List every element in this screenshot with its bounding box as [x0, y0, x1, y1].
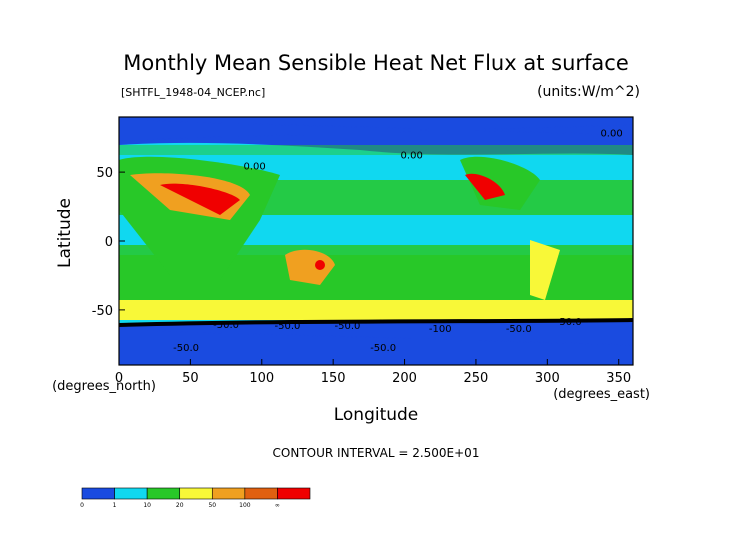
x-tick-label: 350 — [606, 371, 631, 386]
y-tick-label: 0 — [105, 235, 113, 250]
antarctic-coast-line — [119, 318, 633, 327]
contour-label: -50.0 — [275, 321, 301, 332]
contour-label: 0.00 — [244, 161, 266, 172]
continent-north-america — [460, 156, 540, 210]
colorbar-tick-label: 0 — [80, 502, 84, 509]
x-tick-label: 250 — [464, 371, 489, 386]
units-label: (units:W/m^2) — [537, 84, 640, 100]
contour-label: -50.0 — [213, 320, 239, 331]
colorbar-tick-label: 100 — [239, 502, 251, 509]
continent-asia-hot — [160, 183, 240, 215]
colorbar-tick-label: 10 — [143, 502, 151, 509]
x-tick-label: 50 — [182, 371, 199, 386]
contour-interval-label: CONTOUR INTERVAL = 2.500E+01 — [273, 446, 480, 460]
continent-south-america — [530, 240, 560, 300]
field-band-south-green — [119, 255, 633, 300]
x-tick-label: 200 — [392, 371, 417, 386]
colorbar-tick-label: 1 — [113, 502, 117, 509]
contour-label: 0.00 — [401, 150, 423, 161]
field-noise — [119, 119, 633, 346]
continent-north-america-hot — [465, 173, 505, 200]
contour-label: -100 — [429, 324, 452, 335]
colorbar-tick-label: 20 — [176, 502, 184, 509]
colorbar-swatch — [81, 487, 115, 500]
colorbar-tick-label: ∞ — [275, 502, 280, 509]
colorbar-swatch — [277, 487, 311, 500]
y-tick-label: 50 — [96, 166, 113, 181]
axes: 0 50 100 150 200 250 300 350 50 0 -50 — [92, 166, 631, 386]
x-tick-label: 0 — [115, 371, 123, 386]
contour-label: 0.00 — [600, 128, 622, 139]
contour-label: -50.0 — [173, 343, 199, 354]
x-tick-label: 300 — [535, 371, 560, 386]
contour-label: -50.0 — [556, 317, 582, 328]
continent-australia — [285, 249, 335, 285]
x-tick-label: 150 — [321, 371, 346, 386]
colorbar: 0 1 10 20 50 100 ∞ — [80, 487, 311, 509]
continent-australia-hot — [315, 260, 325, 270]
colorbar-swatch — [244, 487, 278, 500]
x-axis-title: Longitude — [334, 405, 419, 425]
field-band-south-yellow — [119, 300, 633, 320]
colorbar-swatch — [179, 487, 213, 500]
contour-label: -50.0 — [506, 324, 532, 335]
heatmap-plot-area — [119, 117, 633, 365]
y-unit-label: (degrees_north) — [52, 379, 156, 394]
field-south-blue — [119, 320, 633, 365]
field-north-fringe — [119, 145, 633, 155]
y-axis-title: Latitude — [55, 198, 75, 268]
chart-title: Monthly Mean Sensible Heat Net Flux at s… — [123, 51, 629, 75]
contour-label: -50.0 — [370, 343, 396, 354]
x-unit-label: (degrees_east) — [553, 387, 650, 402]
contour-label: -50.0 — [335, 321, 361, 332]
colorbar-swatch — [114, 487, 148, 500]
x-tick-label: 100 — [249, 371, 274, 386]
colorbar-swatch — [146, 487, 181, 500]
colorbar-tick-label: 50 — [208, 502, 216, 509]
file-label: [SHTFL_1948-04_NCEP.nc] — [121, 86, 265, 99]
y-tick-label: -50 — [92, 304, 113, 319]
contour-labels: 0.00 0.00 0.00 -50.0 -50.0 -50.0 -100 -50.0 -50.… — [173, 128, 623, 354]
colorbar-swatch — [211, 487, 246, 500]
